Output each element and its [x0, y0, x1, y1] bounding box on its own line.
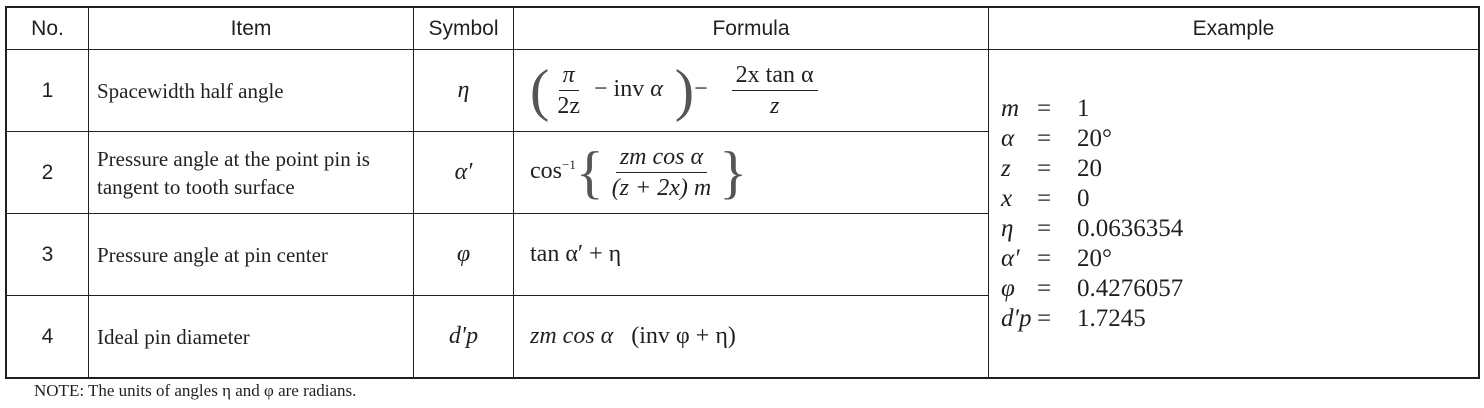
numerator: zm cos α — [615, 142, 708, 173]
example-row: z = 20 — [1001, 154, 1478, 184]
numerator: π — [558, 60, 579, 91]
example-symbol: d′p — [1001, 304, 1032, 332]
table-row: 2 Pressure angle at the point pin is tan… — [5, 131, 1479, 214]
equals-sign: = — [1037, 274, 1052, 302]
header-no: No. — [5, 6, 89, 50]
example-symbol: z — [1001, 154, 1011, 182]
example-value: 20° — [1077, 244, 1112, 272]
example-symbol: φ — [1001, 274, 1015, 302]
formula-term: cos — [530, 158, 562, 185]
row-symbol: d′p — [413, 295, 514, 379]
example-row: x = 0 — [1001, 184, 1478, 214]
header-example: Example — [988, 6, 1480, 50]
formula-term: α — [650, 76, 663, 103]
row-item: Pressure angle at pin center — [88, 213, 414, 296]
row-no: 1 — [5, 49, 89, 132]
example-value: 20 — [1077, 154, 1102, 182]
example-value: 1.7245 — [1077, 304, 1146, 332]
example-symbol: α — [1001, 124, 1015, 152]
row-formula: zm cos α (inv φ + η) — [513, 295, 989, 379]
example-row: η = 0.0636354 — [1001, 214, 1478, 244]
formula-exponent: −1 — [562, 157, 576, 173]
equals-sign: = — [1037, 94, 1052, 122]
table-row: 4 Ideal pin diameter d′p zm cos α (inv φ… — [5, 295, 1479, 379]
formula-term: zm cos α — [530, 323, 614, 349]
row-formula: tan α′ + η — [513, 213, 989, 296]
row-item: Ideal pin diameter — [88, 295, 414, 379]
formula-term: − — [694, 76, 708, 103]
equals-sign: = — [1037, 214, 1052, 242]
header-formula: Formula — [513, 6, 989, 50]
header-row: No. Item Symbol Formula Example — [5, 6, 1480, 50]
row-item: Pressure angle at the point pin is tange… — [88, 131, 414, 214]
example-row: φ = 0.4276057 — [1001, 274, 1478, 304]
row-no: 3 — [5, 213, 89, 296]
formula-term: − inv — [593, 76, 645, 103]
row-no: 4 — [5, 295, 89, 379]
row-symbol: φ — [413, 213, 514, 296]
example-row: m = 1 — [1001, 94, 1478, 124]
formula-table: No. Item Symbol Formula Example 1 Spacew… — [5, 6, 1480, 379]
equals-sign: = — [1037, 304, 1052, 332]
example-row: d′p = 1.7245 — [1001, 304, 1478, 334]
example-symbol: x — [1001, 184, 1013, 212]
example-value: 0 — [1077, 184, 1090, 212]
example-list: m = 1 α = 20° z = 20 x = 0 η = 0.0636354 α′ = 20° φ = 0.4276… — [1001, 94, 1478, 334]
example-cell: m = 1 α = 20° z = 20 x = 0 η = 0.0636354 α′ = 20° φ = 0.4276… — [988, 49, 1480, 379]
formula-term: (inv φ + η) — [631, 323, 736, 349]
row-item: Spacewidth half angle — [88, 49, 414, 132]
equals-sign: = — [1037, 124, 1052, 152]
note: NOTE: The units of angles η and φ are ra… — [34, 381, 357, 400]
row-symbol: η — [413, 49, 514, 132]
row-no: 2 — [5, 131, 89, 214]
equals-sign: = — [1037, 184, 1052, 212]
example-symbol: m — [1001, 94, 1020, 122]
table-row: 1 Spacewidth half angle η (π 2z − inv α )… — [5, 49, 1480, 379]
example-symbol: α′ — [1001, 244, 1020, 272]
table-row: 3 Pressure angle at pin center φ tan α′ … — [5, 213, 1479, 296]
example-value: 20° — [1077, 124, 1112, 152]
example-row: α = 20° — [1001, 124, 1478, 154]
row-formula: cos−1{zm cos α (z + 2x) m} — [513, 131, 989, 214]
header-symbol: Symbol — [413, 6, 514, 50]
numerator: 2x tan α — [731, 60, 818, 91]
example-row: α′ = 20° — [1001, 244, 1478, 274]
denominator: 2z — [557, 93, 580, 119]
denominator: z — [769, 93, 780, 119]
example-symbol: η — [1001, 214, 1014, 242]
example-value: 1 — [1077, 94, 1090, 122]
example-value: 0.4276057 — [1077, 274, 1184, 302]
equals-sign: = — [1037, 154, 1052, 182]
denominator: (z + 2x) m — [611, 175, 712, 201]
row-symbol: α′ — [413, 131, 514, 214]
example-value: 0.0636354 — [1077, 214, 1184, 242]
equals-sign: = — [1037, 244, 1052, 272]
header-item: Item — [88, 6, 414, 50]
